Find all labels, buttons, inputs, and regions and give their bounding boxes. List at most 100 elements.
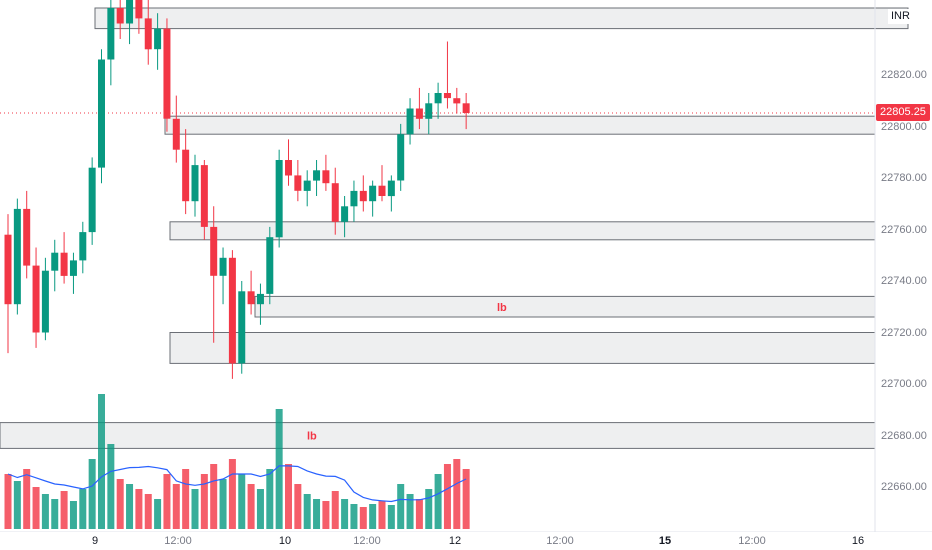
price-axis[interactable]: INR 22805.25 22820.00 22800.00 22780.00 227… <box>875 0 932 532</box>
candle-body <box>88 167 96 233</box>
time-axis[interactable]: 9 12:00 10 12:00 12 12:00 15 12:00 16 <box>0 532 932 550</box>
volume-bar <box>294 484 302 529</box>
volume-bar <box>23 469 31 529</box>
candle-body <box>23 208 31 266</box>
time-tick-label: 12:00 <box>164 535 192 547</box>
candle-body <box>135 0 143 19</box>
volume-bar <box>69 501 77 529</box>
volume-bar <box>313 499 321 529</box>
candle-body <box>163 28 171 119</box>
candle-body <box>13 208 21 305</box>
candle-body <box>154 28 162 50</box>
candle-body <box>191 165 199 202</box>
candle-body <box>462 103 470 113</box>
candle-body <box>266 237 274 294</box>
candle-body <box>116 8 124 24</box>
candle-body <box>51 252 59 271</box>
volume-bar <box>406 494 414 529</box>
volume-bar <box>387 505 395 529</box>
volume-bar <box>41 494 49 529</box>
supply-demand-zone[interactable] <box>169 332 876 364</box>
volume-bar <box>238 474 246 529</box>
volume-bar <box>79 489 87 529</box>
supply-demand-zone[interactable] <box>254 295 876 318</box>
candle-body <box>322 170 330 184</box>
time-tick-label: 12:00 <box>738 535 766 547</box>
candle-body <box>247 291 255 305</box>
volume-bar <box>172 484 180 529</box>
price-tick-label: 22660.00 <box>881 481 927 493</box>
volume-bar <box>434 474 442 529</box>
currency-label: INR <box>888 9 913 24</box>
price-tick-label: 22760.00 <box>881 224 927 236</box>
volume-bar <box>397 484 405 529</box>
time-tick-label: 12:00 <box>353 535 381 547</box>
volume-bar <box>453 459 461 529</box>
volume-bar <box>116 479 124 529</box>
volume-bar <box>144 494 152 529</box>
candle-body <box>4 234 12 305</box>
supply-demand-zone[interactable] <box>94 7 909 30</box>
candle-body <box>275 160 283 238</box>
price-tick-label: 22700.00 <box>881 378 927 390</box>
candle-body <box>200 165 208 227</box>
candle-body <box>238 291 246 364</box>
price-tick-label: 22740.00 <box>881 275 927 287</box>
candle-body <box>313 170 321 181</box>
candle-body <box>107 8 115 60</box>
volume-bar <box>443 464 451 529</box>
candle-body <box>172 118 180 150</box>
volume-bar <box>4 474 12 529</box>
volume-bar <box>359 507 367 529</box>
candle-body <box>434 93 442 104</box>
candle-body <box>285 160 292 176</box>
candle-body <box>425 103 433 119</box>
volume-bar <box>32 487 40 529</box>
volume-bar <box>60 491 68 529</box>
candle-body <box>453 98 461 104</box>
candle-body <box>359 190 367 202</box>
volume-bar <box>331 491 339 529</box>
candle-body <box>60 252 68 276</box>
candle-body <box>387 180 395 197</box>
candle-body <box>219 257 227 276</box>
zone-label-text: lb <box>497 302 507 314</box>
candle-body <box>294 175 302 191</box>
candle-body <box>303 180 311 191</box>
time-tick-label: 15 <box>658 535 672 547</box>
candle-body <box>41 270 49 333</box>
candle-body <box>228 257 236 364</box>
volume-bar <box>322 501 330 529</box>
price-tick-label: 22800.00 <box>881 121 927 133</box>
volume-bar <box>135 489 143 529</box>
last-price-badge: 22805.25 <box>876 104 930 121</box>
volume-bar <box>369 504 377 529</box>
volume-bar <box>350 504 358 529</box>
candle-body <box>32 265 40 333</box>
supply-demand-zone[interactable] <box>164 115 876 135</box>
supply-demand-zone[interactable] <box>0 422 876 449</box>
time-tick-label: 12:00 <box>546 535 574 547</box>
price-tick-label: 22780.00 <box>881 172 927 184</box>
volume-bar <box>256 489 264 529</box>
volume-bar <box>341 499 349 529</box>
volume-bar <box>107 444 115 529</box>
volume-bar <box>462 469 470 529</box>
candle-body <box>406 108 414 135</box>
volume-bar <box>88 459 96 529</box>
candle-body <box>69 260 77 276</box>
volume-bar <box>378 501 386 529</box>
candle-body <box>369 185 377 202</box>
volume-bar <box>98 394 105 529</box>
price-tick-label: 22680.00 <box>881 430 927 442</box>
time-tick-label: 12 <box>448 535 462 547</box>
time-tick-label: 10 <box>278 535 292 547</box>
volume-bar <box>275 409 283 529</box>
candle-body <box>126 0 134 24</box>
candle-body <box>182 149 190 202</box>
volume-bar <box>425 489 433 529</box>
candle-body <box>443 93 451 99</box>
candle-body <box>415 108 423 119</box>
